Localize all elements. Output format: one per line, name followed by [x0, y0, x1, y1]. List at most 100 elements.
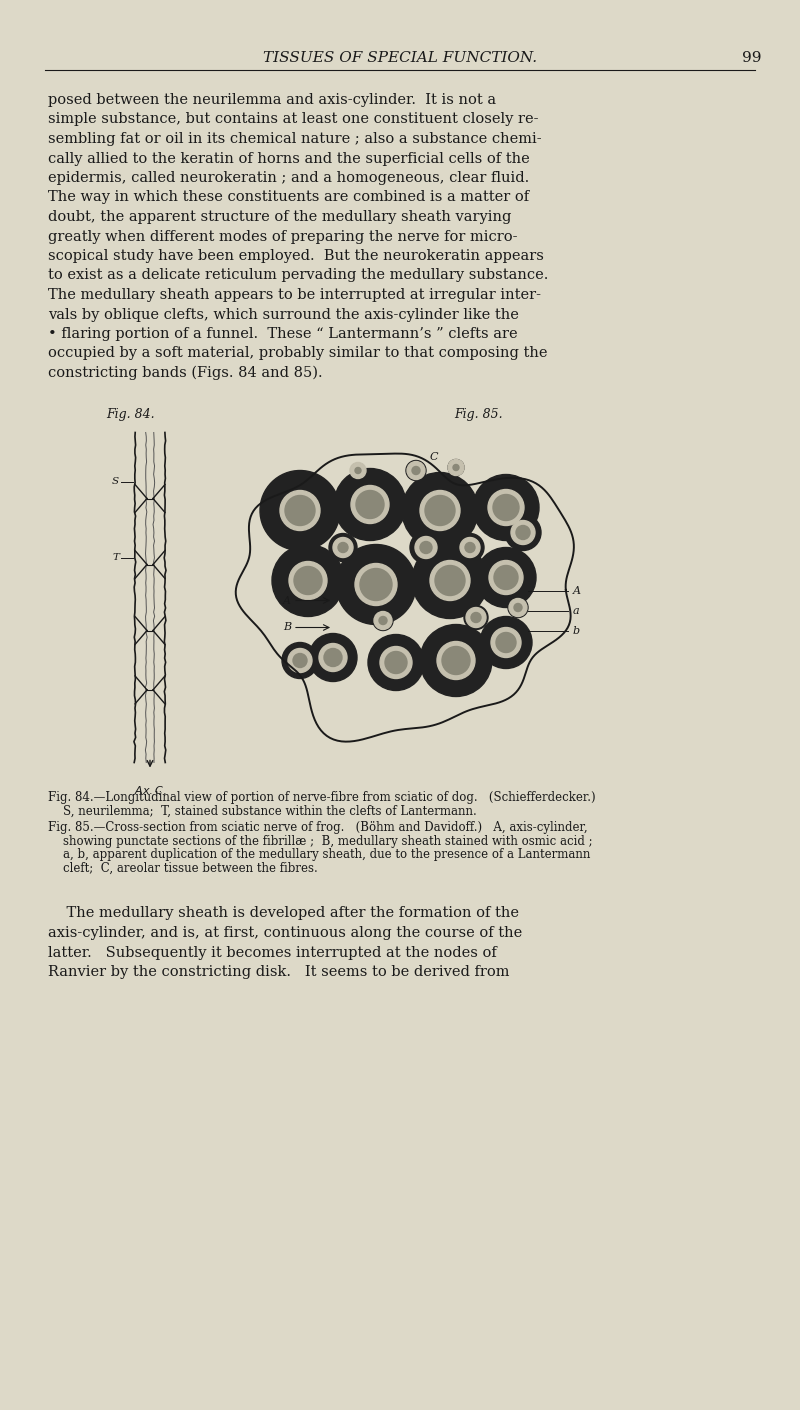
- Text: • flaring portion of a funnel.  These “ Lantermann’s ” clefts are: • flaring portion of a funnel. These “ L…: [48, 327, 518, 341]
- Text: C: C: [430, 451, 438, 461]
- Circle shape: [476, 547, 536, 608]
- Circle shape: [412, 467, 420, 475]
- Text: simple substance, but contains at least one constituent closely re-: simple substance, but contains at least …: [48, 113, 538, 127]
- Circle shape: [351, 464, 365, 478]
- Circle shape: [260, 471, 340, 550]
- Text: to exist as a delicate reticulum pervading the medullary substance.: to exist as a delicate reticulum pervadi…: [48, 268, 548, 282]
- Circle shape: [385, 651, 407, 674]
- Circle shape: [464, 605, 488, 629]
- Circle shape: [282, 643, 318, 678]
- Text: Fig. 84.—Longitudinal view of portion of nerve-fibre from sciatic of dog.   (Sch: Fig. 84.—Longitudinal view of portion of…: [48, 791, 596, 804]
- Text: b: b: [573, 626, 580, 636]
- Circle shape: [402, 472, 478, 548]
- Circle shape: [437, 642, 475, 680]
- Text: scopical study have been employed.  But the neurokeratin appears: scopical study have been employed. But t…: [48, 250, 544, 264]
- Text: S: S: [112, 478, 119, 486]
- Circle shape: [509, 598, 527, 616]
- Text: $Ax.C.$: $Ax.C.$: [134, 784, 166, 797]
- Circle shape: [288, 649, 312, 673]
- Text: cleft;  C, areolar tissue between the fibres.: cleft; C, areolar tissue between the fib…: [48, 862, 318, 874]
- Circle shape: [493, 495, 519, 520]
- Circle shape: [456, 533, 484, 561]
- Circle shape: [496, 633, 516, 653]
- Text: occupied by a soft material, probably similar to that composing the: occupied by a soft material, probably si…: [48, 347, 547, 361]
- Circle shape: [379, 616, 387, 625]
- Text: cally allied to the keratin of horns and the superficial cells of the: cally allied to the keratin of horns and…: [48, 151, 530, 165]
- Circle shape: [410, 532, 442, 564]
- Text: sembling fat or oil in its chemical nature ; also a substance chemi-: sembling fat or oil in its chemical natu…: [48, 133, 542, 147]
- Circle shape: [511, 520, 535, 544]
- Text: The medullary sheath is developed after the formation of the: The medullary sheath is developed after …: [48, 907, 519, 921]
- Circle shape: [480, 616, 532, 668]
- Text: epidermis, called neurokeratin ; and a homogeneous, clear fluid.: epidermis, called neurokeratin ; and a h…: [48, 171, 530, 185]
- Circle shape: [471, 612, 481, 622]
- Circle shape: [272, 544, 344, 616]
- Text: posed between the neurilemma and axis-cylinder.  It is not a: posed between the neurilemma and axis-cy…: [48, 93, 496, 107]
- Circle shape: [355, 468, 361, 474]
- Circle shape: [448, 460, 464, 475]
- Text: showing punctate sections of the fibrillæ ;  B, medullary sheath stained with os: showing punctate sections of the fibrill…: [48, 835, 593, 847]
- Circle shape: [514, 603, 522, 612]
- Text: Fig. 85.: Fig. 85.: [454, 407, 502, 422]
- Circle shape: [333, 537, 353, 557]
- Circle shape: [368, 634, 424, 691]
- Text: S, neurilemma;  T, stained substance within the clefts of Lantermann.: S, neurilemma; T, stained substance with…: [48, 805, 477, 818]
- Text: constricting bands (Figs. 84 and 85).: constricting bands (Figs. 84 and 85).: [48, 365, 322, 381]
- Text: vals by oblique clefts, which surround the axis-cylinder like the: vals by oblique clefts, which surround t…: [48, 307, 519, 321]
- Text: doubt, the apparent structure of the medullary sheath varying: doubt, the apparent structure of the med…: [48, 210, 511, 224]
- Text: A: A: [573, 585, 581, 595]
- Circle shape: [373, 611, 393, 630]
- Circle shape: [420, 625, 492, 697]
- Circle shape: [412, 543, 488, 619]
- Circle shape: [491, 627, 521, 657]
- Circle shape: [360, 568, 392, 601]
- Circle shape: [435, 565, 465, 595]
- Text: 99: 99: [742, 51, 762, 65]
- Text: B: B: [283, 622, 291, 633]
- Circle shape: [336, 544, 416, 625]
- Circle shape: [293, 653, 307, 667]
- Circle shape: [489, 561, 523, 595]
- Circle shape: [355, 564, 397, 605]
- Circle shape: [494, 565, 518, 589]
- Text: Ranvier by the constricting disk.   It seems to be derived from: Ranvier by the constricting disk. It see…: [48, 964, 510, 979]
- Text: Fig. 85.—Cross-section from sciatic nerve of frog.   (Böhm and Davidoff.)   A, a: Fig. 85.—Cross-section from sciatic nerv…: [48, 821, 588, 833]
- Circle shape: [420, 541, 432, 554]
- Circle shape: [285, 495, 315, 526]
- Circle shape: [324, 649, 342, 667]
- Text: greatly when different modes of preparing the nerve for micro-: greatly when different modes of preparin…: [48, 230, 518, 244]
- Circle shape: [460, 537, 480, 557]
- Circle shape: [505, 515, 541, 550]
- Circle shape: [407, 461, 425, 479]
- Text: The way in which these constituents are combined is a matter of: The way in which these constituents are …: [48, 190, 529, 204]
- Circle shape: [415, 536, 437, 558]
- Circle shape: [448, 460, 464, 475]
- Circle shape: [406, 461, 426, 481]
- Text: latter.   Subsequently it becomes interrupted at the nodes of: latter. Subsequently it becomes interrup…: [48, 946, 497, 959]
- Circle shape: [473, 475, 539, 540]
- Circle shape: [280, 491, 320, 530]
- Text: T: T: [112, 553, 119, 563]
- Circle shape: [380, 647, 412, 678]
- Circle shape: [309, 633, 357, 681]
- Circle shape: [420, 491, 460, 530]
- Circle shape: [338, 543, 348, 553]
- Text: TISSUES OF SPECIAL FUNCTION.: TISSUES OF SPECIAL FUNCTION.: [263, 51, 537, 65]
- Circle shape: [351, 485, 389, 523]
- Circle shape: [374, 612, 392, 629]
- Text: a: a: [573, 605, 580, 616]
- Circle shape: [442, 647, 470, 674]
- Text: A: A: [283, 595, 291, 605]
- Circle shape: [465, 543, 475, 553]
- Circle shape: [319, 643, 347, 671]
- Circle shape: [430, 561, 470, 601]
- Circle shape: [329, 533, 357, 561]
- Circle shape: [356, 491, 384, 519]
- Circle shape: [516, 526, 530, 540]
- Text: The medullary sheath appears to be interrupted at irregular inter-: The medullary sheath appears to be inter…: [48, 288, 541, 302]
- Circle shape: [334, 468, 406, 540]
- Circle shape: [350, 462, 366, 478]
- Text: axis-cylinder, and is, at first, continuous along the course of the: axis-cylinder, and is, at first, continu…: [48, 926, 522, 940]
- Circle shape: [488, 489, 524, 526]
- Text: a, b, apparent duplication of the medullary sheath, due to the presence of a Lan: a, b, apparent duplication of the medull…: [48, 847, 590, 862]
